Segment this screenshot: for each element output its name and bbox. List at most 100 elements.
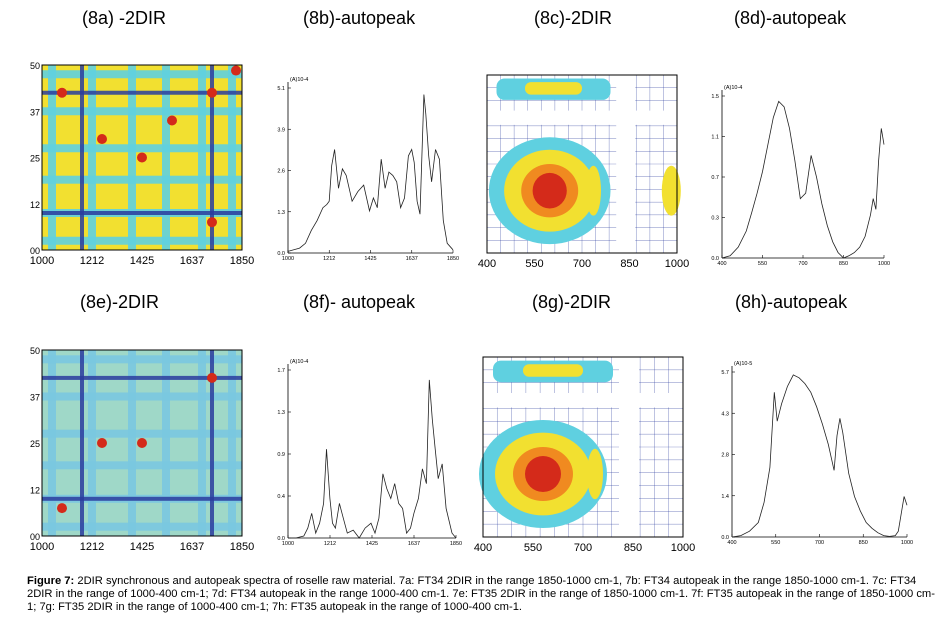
- x-tick-8f-4: 1850: [450, 541, 462, 547]
- heatmap-hband-8a-5: [42, 236, 242, 245]
- heatmap-vline-8a-1: [210, 65, 214, 250]
- y-tick-8a-2: 25: [30, 154, 40, 164]
- y-tick-8a-0: 50: [30, 61, 40, 71]
- heatmap-spot-8e-0: [57, 503, 67, 514]
- heatmap-8a: 1000 1212 1425 1637 1850 50 37 25 12 00: [30, 61, 254, 267]
- x-tick-8h-4: 1000: [901, 540, 913, 546]
- heatmap-spot-8a-3: [207, 217, 217, 228]
- heatmap-topband-core-8c: [525, 82, 582, 95]
- y-tick-8f-2: 0.9: [277, 452, 285, 458]
- x-tick-8g-4: 1000: [671, 542, 695, 554]
- y-tick-8a-4: 00: [30, 246, 40, 256]
- y-tick-8h-0: 0.0: [721, 535, 729, 541]
- y-tick-8b-1: 1.3: [277, 210, 285, 216]
- heatmap-hband-8a-1: [42, 107, 242, 116]
- heatmap-hband-8e-1: [42, 392, 242, 401]
- y-tick-8f-1: 0.4: [277, 494, 285, 500]
- x-tick-8c-4: 1000: [665, 258, 689, 270]
- x-tick-8b-2: 1425: [364, 256, 376, 262]
- heatmap-8e: 1000 1212 1425 1637 1850 50 37 25 12 00: [30, 346, 254, 553]
- x-tick-8e-0: 1000: [30, 541, 54, 553]
- heatmap-frame-8g: [482, 356, 684, 538]
- x-tick-8c-2: 700: [573, 258, 591, 270]
- linechart-8h: 0.0 1.4 2.8 4.3 5.7 400 550 700 850 1000 (A)10-5: [721, 361, 913, 546]
- x-tick-8c-3: 850: [620, 258, 638, 270]
- y-tick-8a-1: 37: [30, 107, 40, 117]
- heatmap-vline-8e-1: [210, 350, 214, 536]
- heatmap-spot-8a-6: [167, 115, 177, 126]
- x-tick-8a-1: 1212: [80, 255, 104, 267]
- x-tick-8a-4: 1850: [230, 255, 254, 267]
- heatmap-side-lobe-8g: [587, 448, 603, 500]
- y-tick-8d-0: 0.0: [711, 256, 719, 262]
- heatmap-blob-core-8g: [525, 456, 561, 492]
- heatmap-hband-8e-3: [42, 461, 242, 470]
- y-tick-8a-3: 12: [30, 200, 40, 210]
- heatmap-white-h-8g: [483, 393, 683, 408]
- y-tick-8h-2: 2.8: [721, 453, 729, 459]
- y-tick-8h-1: 1.4: [721, 494, 729, 500]
- y-tick-8f-0: 0.0: [277, 536, 285, 542]
- heatmap-8g: 400 550 700 850 1000: [474, 356, 695, 554]
- heatmap-vline-8a-0: [80, 65, 84, 250]
- y-tick-8d-3: 1.1: [711, 135, 719, 141]
- heatmap-frame-8a: [41, 64, 243, 251]
- x-tick-8b-3: 1637: [406, 256, 418, 262]
- heatmap-hband-8a-0: [42, 70, 242, 79]
- y-tick-8d-1: 0.3: [711, 216, 719, 222]
- x-tick-8d-3: 850: [839, 261, 848, 267]
- y-tick-8d-4: 1.5: [711, 94, 719, 100]
- x-tick-8h-1: 550: [771, 540, 780, 546]
- panel-title-8h: (8h)-autopeak: [735, 292, 848, 312]
- heatmap-vband-8a-3: [162, 65, 170, 250]
- x-tick-8a-0: 1000: [30, 255, 54, 267]
- y-tick-8b-4: 5.1: [277, 86, 285, 92]
- heatmap-vband-8e-4: [198, 350, 206, 536]
- heatmap-frame-8c: [486, 74, 678, 254]
- panel-title-8d: (8d)-autopeak: [734, 8, 847, 28]
- heatmap-frame-8e: [41, 349, 243, 537]
- y-axis-label-8d: (A)10-4: [724, 85, 742, 91]
- heatmap-hband-8e-2: [42, 429, 242, 438]
- caption-text: 2DIR synchronous and autopeak spectra of…: [27, 575, 935, 613]
- heatmap-vband-8e-1: [88, 350, 96, 536]
- heatmap-white-v-8g: [619, 357, 639, 537]
- y-tick-8e-4: 00: [30, 532, 40, 542]
- y-axis-label-8h: (A)10-5: [734, 361, 752, 367]
- y-tick-8b-3: 3.9: [277, 127, 285, 133]
- x-tick-8h-0: 400: [727, 540, 736, 546]
- heatmap-vband-8e-5: [228, 350, 236, 536]
- x-tick-8g-2: 700: [574, 542, 592, 554]
- heatmap-hband-8a-2: [42, 144, 242, 153]
- x-tick-8f-2: 1425: [366, 541, 378, 547]
- heatmap-hband-8e-0: [42, 355, 242, 364]
- y-tick-8d-2: 0.7: [711, 175, 719, 181]
- series-line-8d: [721, 100, 885, 259]
- y-axis-label-8b: (A)10-4: [290, 77, 308, 83]
- x-tick-8f-3: 1637: [408, 541, 420, 547]
- y-tick-8e-0: 50: [30, 346, 40, 356]
- heatmap-spot-8e-3: [97, 438, 107, 448]
- heatmap-vband-8a-5: [228, 65, 236, 250]
- heatmap-spot-8a-2: [57, 87, 67, 98]
- x-tick-8b-4: 1850: [447, 256, 459, 262]
- y-tick-8e-3: 12: [30, 486, 40, 496]
- linechart-8f: 0.0 0.4 0.9 1.3 1.7 1000 1212 1425 1637 1850 (A)10…: [277, 359, 462, 547]
- x-tick-8e-4: 1850: [230, 541, 254, 553]
- x-tick-8d-4: 1000: [878, 261, 890, 267]
- y-tick-8e-2: 25: [30, 439, 40, 449]
- x-tick-8g-3: 850: [624, 542, 642, 554]
- x-tick-8e-3: 1637: [180, 541, 204, 553]
- linechart-8d: 0.0 0.3 0.7 1.1 1.5 400 550 700 850 1000 (A)10-4: [711, 85, 890, 267]
- x-tick-8c-0: 400: [478, 258, 496, 270]
- heatmap-hline-8a-1: [42, 90, 242, 95]
- y-tick-8b-0: 0.0: [277, 251, 285, 257]
- heatmap-vband-8a-0: [48, 65, 56, 250]
- caption-label: Figure 7:: [27, 575, 75, 587]
- heatmap-vband-8a-2: [128, 65, 136, 250]
- x-tick-8e-1: 1212: [80, 541, 104, 553]
- x-tick-8b-0: 1000: [282, 256, 294, 262]
- heatmap-side-lobe-8c: [585, 165, 602, 216]
- panel-title-8a: (8a) -2DIR: [82, 8, 167, 28]
- figure-canvas: 1000 1212 1425 1637 1850 50 37 25 12 00 0.0 1.3 2.6 3…: [30, 61, 913, 554]
